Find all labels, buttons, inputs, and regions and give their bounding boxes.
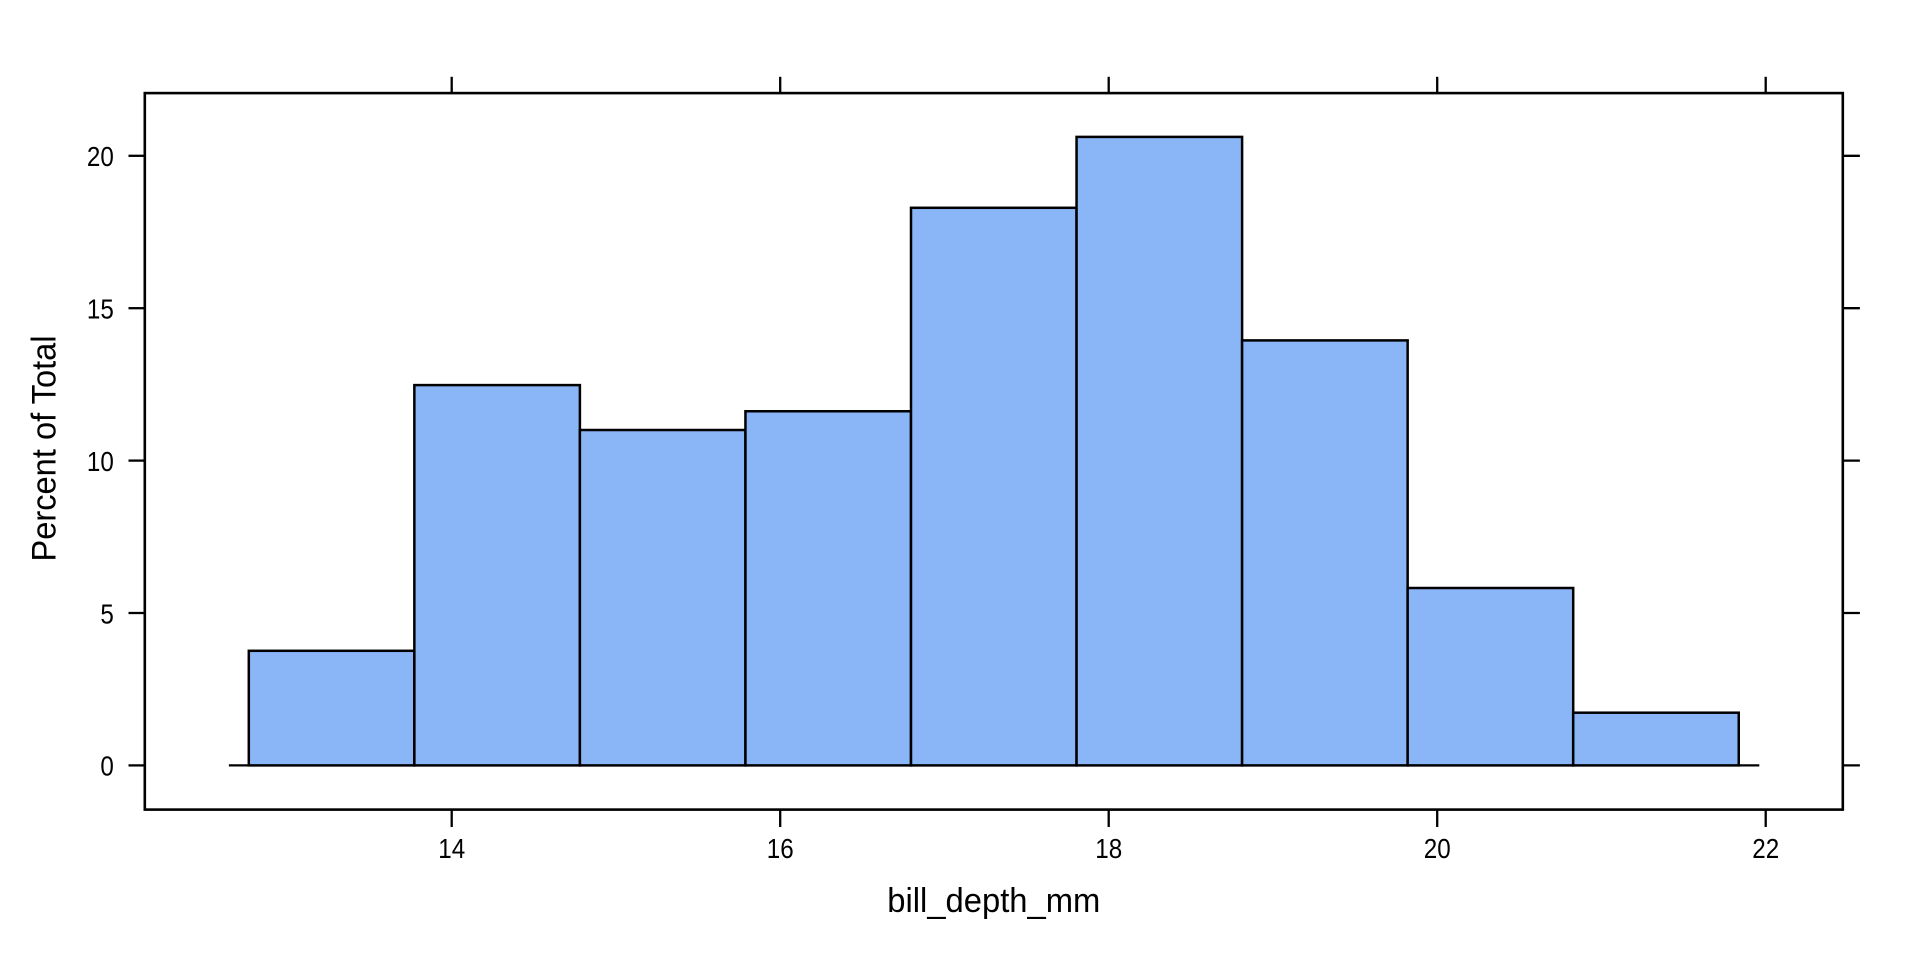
svg-text:20: 20: [87, 143, 114, 173]
svg-text:bill_depth_mm: bill_depth_mm: [887, 882, 1100, 920]
svg-text:15: 15: [87, 295, 114, 325]
svg-text:20: 20: [1424, 834, 1451, 864]
svg-text:5: 5: [100, 600, 113, 630]
svg-text:Percent of Total: Percent of Total: [26, 335, 64, 561]
svg-text:22: 22: [1752, 834, 1779, 864]
svg-text:0: 0: [100, 752, 113, 782]
svg-text:14: 14: [438, 834, 465, 864]
svg-text:16: 16: [767, 834, 794, 864]
svg-text:10: 10: [87, 448, 114, 478]
svg-text:18: 18: [1095, 834, 1122, 864]
